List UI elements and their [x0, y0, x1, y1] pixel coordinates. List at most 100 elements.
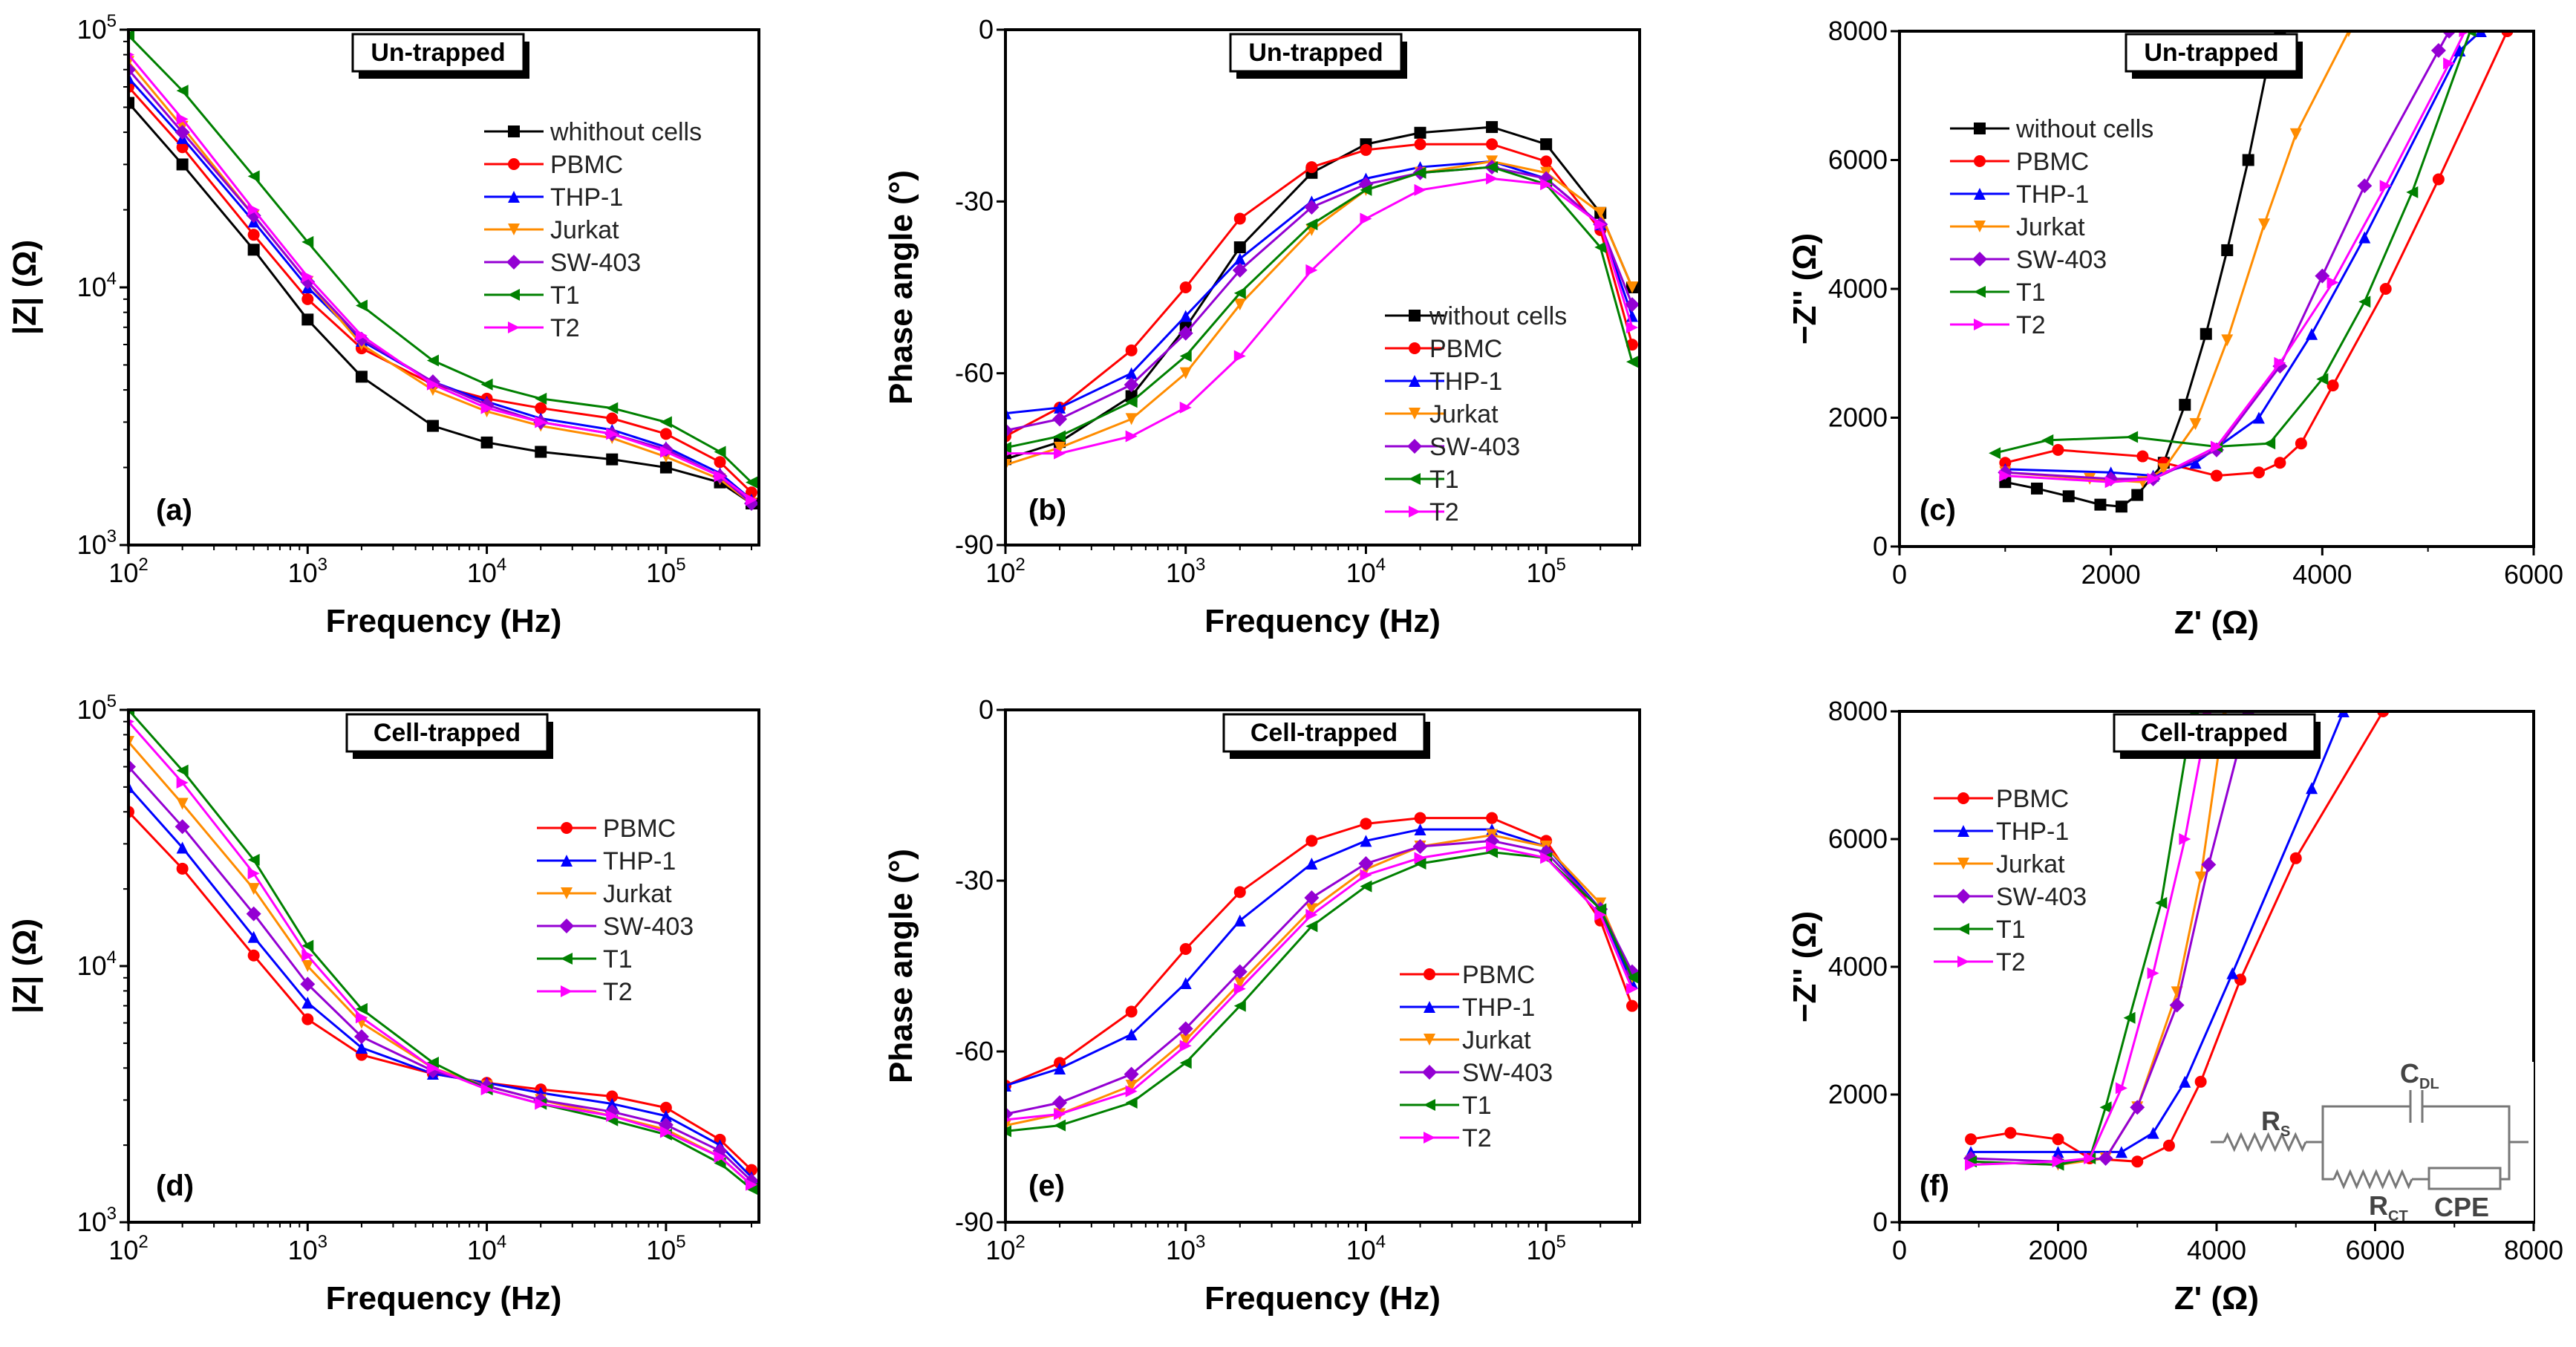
legend-label: T1 — [1996, 916, 2026, 944]
data-point-T2 — [247, 867, 260, 880]
data-point-T1 — [1179, 350, 1192, 362]
legend-marker — [1424, 968, 1435, 980]
legend-marker — [1424, 1001, 1435, 1013]
data-point-T1 — [1594, 903, 1607, 916]
legend-label: Jurkat — [1462, 1026, 1531, 1054]
x-tick-label: 6000 — [2345, 1235, 2404, 1265]
x-tick-label: 6000 — [2504, 559, 2563, 590]
data-point-T2 — [2147, 472, 2159, 485]
legend-label: PBMC — [1996, 785, 2069, 813]
x-tick-label: 105 — [1526, 1232, 1565, 1265]
y-tick-label: -90 — [955, 1207, 994, 1237]
series-line-PBMC — [1005, 143, 1634, 437]
x-tick-label: 0 — [1892, 1235, 1907, 1265]
condition-tag: Un-trapped — [2144, 39, 2278, 67]
data-point-Jurkat — [2157, 463, 2170, 475]
data-point-PBMC — [176, 862, 189, 875]
plot-frame — [1004, 28, 1641, 547]
data-point-T2 — [1486, 841, 1499, 852]
panel-label: (b) — [1028, 494, 1066, 526]
legend-label: T1 — [603, 945, 633, 973]
data-point-T1 — [2123, 1011, 2136, 1024]
legend-label: T1 — [550, 281, 580, 310]
series-group — [1963, 711, 2390, 1171]
data-point-without cells — [1540, 138, 1553, 151]
condition-tag: Cell-trapped — [1250, 719, 1398, 747]
data-point-T2 — [1965, 1158, 1977, 1171]
data-point-SW-403 — [2169, 997, 2185, 1013]
legend-marker — [1957, 792, 1969, 804]
legend-label: Jurkat — [1996, 850, 2065, 878]
data-point-SW-403 — [2315, 268, 2330, 284]
legend-label: SW-403 — [1462, 1059, 1553, 1087]
data-point-PBMC — [1179, 281, 1192, 293]
data-point-PBMC — [176, 141, 189, 154]
panel-label: (d) — [156, 1170, 194, 1202]
data-point-T2 — [2326, 276, 2339, 289]
data-point-T2 — [1125, 430, 1138, 443]
tag-box — [351, 33, 525, 73]
data-point-T2 — [247, 203, 260, 216]
series-line-THP-1 — [1971, 711, 2345, 1153]
data-point-Jurkat — [1179, 1034, 1192, 1046]
data-point-PBMC — [2289, 852, 2302, 864]
y-axis-label: Phase angle (°) — [883, 849, 919, 1083]
cpe-label: CPE — [2434, 1192, 2489, 1222]
data-point-SW-403 — [1052, 1095, 1068, 1110]
plot-frame — [127, 28, 760, 547]
y-tick-label: 104 — [77, 269, 117, 302]
data-point-SW-403 — [1232, 262, 1248, 278]
series-line-Jurkat — [128, 741, 753, 1186]
x-tick-label: 102 — [108, 555, 148, 588]
data-point-Jurkat — [1626, 281, 1638, 293]
tag-box — [345, 713, 549, 753]
data-point-T1 — [426, 354, 439, 367]
data-point-T2 — [1594, 218, 1607, 231]
data-point-T1 — [1414, 166, 1426, 179]
y-tick-label: 8000 — [1828, 16, 1888, 46]
data-point-THP-1 — [2147, 1126, 2159, 1139]
data-point-T2 — [1999, 469, 2012, 482]
data-point-T2 — [480, 1083, 493, 1096]
series-line-T1 — [1994, 31, 2472, 454]
data-point-SW-403 — [1624, 297, 1640, 313]
legend-label: T2 — [1996, 948, 2026, 976]
data-point-T2 — [2274, 356, 2286, 369]
data-point-T1 — [1233, 999, 1246, 1012]
legend-marker — [508, 224, 520, 235]
data-point-T1 — [301, 235, 314, 248]
legend-label: without cells — [1429, 302, 1567, 330]
legend-label: T2 — [2016, 311, 2046, 339]
x-axis-label: Frequency (Hz) — [326, 603, 562, 639]
data-point-PBMC — [2052, 1133, 2064, 1146]
y-axis-label: |Z| (Ω) — [7, 240, 44, 335]
data-point-T2 — [535, 416, 547, 428]
data-point-without cells — [480, 436, 493, 449]
x-axis-label: Z' (Ω) — [2174, 1280, 2259, 1317]
data-point-T2 — [301, 270, 314, 283]
series-line-SW-403 — [1005, 166, 1634, 432]
data-point-PBMC — [1486, 812, 1499, 824]
x-tick-label: 103 — [1166, 555, 1205, 588]
legend: without cells PBMC THP-1 Jurkat SW-403 T1 T2 — [1385, 302, 1567, 526]
data-point-PBMC — [2052, 443, 2064, 456]
y-tick-label: 105 — [77, 11, 117, 45]
data-point-THP-1 — [1054, 401, 1066, 414]
series-line-PBMC — [1005, 817, 1634, 1087]
data-point-THP-1 — [659, 1109, 672, 1122]
data-point-T2 — [2147, 967, 2159, 979]
data-point-Jurkat — [1125, 1080, 1138, 1092]
x-tick-label: 0 — [1892, 559, 1907, 590]
data-point-SW-403 — [175, 819, 190, 835]
data-point-THP-1 — [247, 930, 260, 943]
cpe-element-icon — [2427, 1167, 2502, 1190]
series-line-T2 — [1005, 177, 1634, 455]
legend-marker — [1974, 286, 1986, 298]
x-axis-label: Frequency (Hz) — [326, 1280, 562, 1317]
data-point-T2 — [1054, 447, 1066, 460]
legend: PBMC THP-1 Jurkat SW-403 T1 T2 — [537, 815, 694, 1006]
legend-label: SW-403 — [603, 913, 694, 941]
legend-marker — [1957, 858, 1969, 870]
